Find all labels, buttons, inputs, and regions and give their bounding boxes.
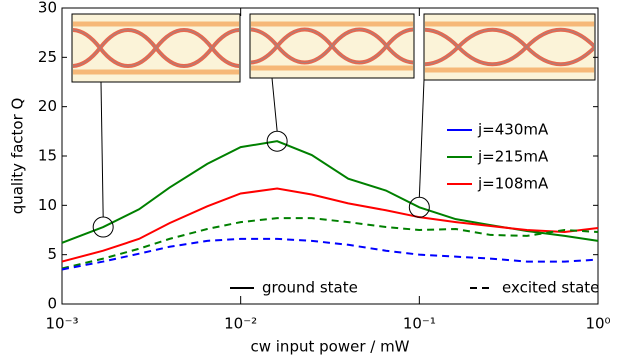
x-tick-label: 10⁰ — [585, 315, 610, 333]
y-tick-label: 10 — [38, 196, 57, 214]
x-tick-label: 10⁻¹ — [403, 315, 436, 333]
y-tick-label: 30 — [38, 0, 57, 17]
y-tick-label: 0 — [47, 295, 57, 313]
legend-label: j=430mA — [477, 121, 549, 139]
legend-label: excited state — [502, 279, 599, 297]
legend-label: j=108mA — [477, 175, 549, 193]
y-tick-label: 15 — [38, 147, 57, 165]
series-line — [62, 189, 598, 262]
inset-connector — [101, 82, 103, 217]
y-tick-label: 25 — [38, 48, 57, 66]
legend-label: j=215mA — [477, 148, 549, 166]
y-tick-label: 20 — [38, 97, 57, 115]
y-tick-label: 5 — [47, 245, 57, 263]
inset-connector — [272, 78, 277, 131]
inset-connector — [419, 80, 424, 197]
x-axis-label: cw input power / mW — [250, 338, 409, 356]
series-line — [62, 239, 598, 270]
page: quality factor Q cw input power / mW 0 5 1… — [0, 0, 633, 362]
x-tick-label: 10⁻³ — [45, 315, 78, 333]
y-axis-label: quality factor Q — [9, 98, 27, 215]
x-tick-label: 10⁻² — [224, 315, 257, 333]
chart: quality factor Q cw input power / mW 0 5 1… — [0, 0, 633, 362]
legend-label: ground state — [262, 279, 358, 297]
